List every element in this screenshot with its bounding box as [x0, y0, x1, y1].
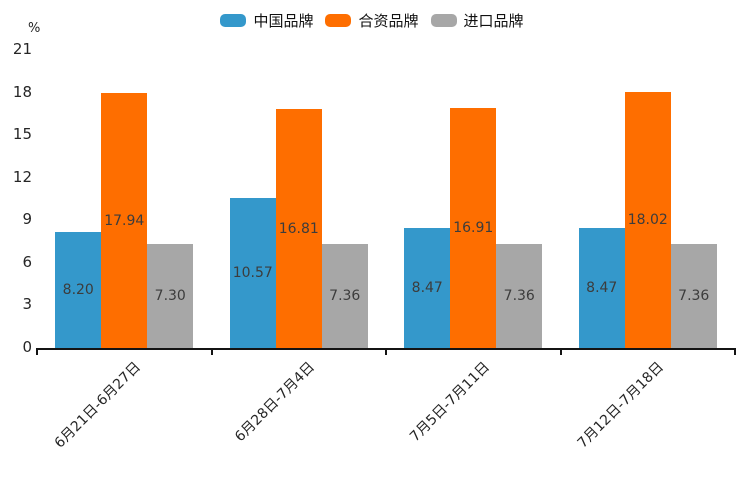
bar-value-label: 7.36: [678, 287, 710, 304]
x-axis-category-label: 7月12日-7月18日: [574, 359, 668, 452]
bar: 18.02: [624, 92, 671, 348]
x-axis-category-label: 6月28日-7月4日: [232, 359, 319, 446]
bar-value-label: 8.20: [62, 281, 94, 298]
x-axis-tick: [734, 350, 736, 355]
bar: 8.20: [55, 231, 102, 348]
bar-value-label: 8.47: [586, 279, 618, 296]
bar-value-label: 7.36: [329, 287, 361, 304]
legend-swatch-icon: [430, 14, 457, 27]
y-tick-label: 18: [12, 82, 32, 101]
y-tick-label: 6: [22, 252, 32, 271]
y-tick-label: 15: [12, 125, 32, 144]
bar: 16.91: [450, 108, 497, 348]
y-tick-label: 12: [12, 167, 32, 186]
bar: 7.36: [670, 243, 717, 348]
bar-value-label: 7.36: [503, 287, 535, 304]
bar: 8.47: [404, 227, 451, 348]
bar: 7.36: [321, 243, 368, 348]
bar-value-label: 18.02: [627, 212, 668, 229]
bar-value-label: 16.91: [453, 220, 494, 236]
legend: 中国品牌 合资品牌 进口品牌: [0, 10, 744, 31]
bar-value-label: 10.57: [232, 264, 273, 281]
legend-swatch-icon: [220, 14, 247, 27]
x-axis-tick: [36, 350, 38, 355]
bar: 7.36: [496, 243, 543, 348]
legend-item: 合资品牌: [325, 10, 419, 31]
y-tick-label: 21: [12, 40, 32, 58]
x-axis-tick: [559, 350, 562, 355]
x-axis-category-label: 6月21日-6月27日: [51, 359, 144, 452]
x-axis-tick: [385, 350, 387, 355]
x-axis-line: [36, 348, 736, 350]
legend-label: 进口品牌: [463, 12, 524, 30]
legend-item: 进口品牌: [430, 10, 524, 31]
bar: 16.81: [275, 109, 322, 348]
bar-value-label: 8.47: [411, 279, 443, 296]
y-tick-label: 0: [22, 338, 32, 356]
y-tick-label: 3: [22, 295, 32, 314]
bar: 7.30: [147, 244, 194, 348]
x-axis-tick: [210, 350, 213, 355]
y-axis-unit-label: %: [28, 21, 41, 36]
y-tick-label: 9: [22, 210, 32, 229]
bar-value-label: 7.30: [154, 288, 186, 305]
legend-label: 中国品牌: [253, 12, 314, 30]
legend-swatch-icon: [325, 14, 352, 27]
bar: 8.47: [578, 227, 625, 348]
bar-value-label: 17.94: [104, 212, 145, 229]
x-axis-category-label: 7月5日-7月11日: [406, 359, 493, 446]
bar: 17.94: [101, 93, 148, 348]
bar: 10.57: [229, 198, 276, 348]
legend-label: 合资品牌: [358, 12, 419, 30]
bar-value-label: 16.81: [278, 220, 319, 237]
legend-item: 中国品牌: [220, 10, 313, 31]
